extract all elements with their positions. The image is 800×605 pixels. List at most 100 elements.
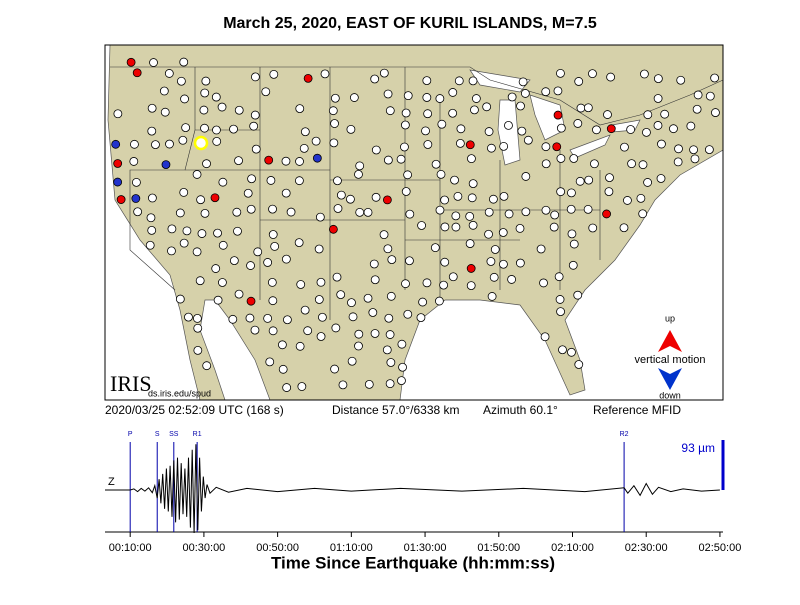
station xyxy=(676,75,686,85)
info-reference: Reference MFID xyxy=(593,403,681,417)
station xyxy=(266,176,276,185)
station xyxy=(553,110,563,120)
station xyxy=(202,159,211,169)
station xyxy=(202,361,212,371)
station xyxy=(397,376,406,386)
station xyxy=(311,136,321,146)
station xyxy=(400,142,409,152)
station xyxy=(421,126,430,136)
station xyxy=(263,313,273,323)
station xyxy=(320,69,330,79)
station xyxy=(583,103,593,113)
station xyxy=(383,155,393,165)
station xyxy=(567,188,576,198)
x-tick-label: 00:50:00 xyxy=(256,542,299,554)
station xyxy=(193,323,203,333)
station xyxy=(303,326,313,336)
station xyxy=(336,190,346,200)
station xyxy=(297,382,307,391)
station xyxy=(569,239,579,249)
station xyxy=(453,191,463,201)
station xyxy=(656,174,666,183)
station xyxy=(550,210,560,220)
station xyxy=(448,272,458,282)
station xyxy=(403,91,413,101)
station xyxy=(567,229,577,239)
station xyxy=(349,93,359,102)
station xyxy=(573,119,583,128)
station xyxy=(567,347,576,357)
station xyxy=(401,108,411,118)
station xyxy=(507,275,517,284)
station xyxy=(182,226,192,236)
x-tick-label: 02:10:00 xyxy=(551,542,594,554)
station xyxy=(471,94,481,103)
station xyxy=(299,143,309,153)
station xyxy=(440,195,449,205)
station xyxy=(282,383,292,392)
station xyxy=(516,101,525,111)
station xyxy=(499,191,509,201)
station xyxy=(383,244,393,254)
station xyxy=(129,157,139,166)
station xyxy=(489,272,499,282)
legend-label: vertical motion xyxy=(635,354,706,366)
station xyxy=(346,194,355,204)
station xyxy=(300,127,310,137)
station xyxy=(211,264,221,273)
station xyxy=(422,93,432,102)
station xyxy=(346,124,356,134)
station xyxy=(329,138,339,148)
station xyxy=(638,209,648,219)
station xyxy=(218,240,228,250)
station xyxy=(371,145,381,155)
station xyxy=(436,169,446,179)
station xyxy=(246,296,256,306)
station xyxy=(180,94,189,104)
station xyxy=(199,105,209,115)
station xyxy=(165,139,174,149)
station xyxy=(518,77,528,87)
station xyxy=(212,137,222,146)
station xyxy=(328,106,338,116)
x-tick-label: 01:10:00 xyxy=(330,542,373,554)
station xyxy=(167,246,176,256)
station xyxy=(482,102,492,112)
station xyxy=(468,76,478,86)
station xyxy=(405,209,415,219)
station xyxy=(673,157,683,167)
station xyxy=(249,121,259,131)
station xyxy=(330,119,339,128)
station xyxy=(167,224,177,234)
station xyxy=(417,221,426,230)
station xyxy=(556,307,565,317)
station xyxy=(385,379,395,389)
station xyxy=(623,196,632,205)
station xyxy=(584,175,594,185)
station xyxy=(467,193,477,203)
station xyxy=(197,229,207,238)
info-distance: Distance 57.0°/6338 km xyxy=(332,403,460,417)
station xyxy=(627,159,637,169)
title: March 25, 2020, EAST OF KURIL ISLANDS, M… xyxy=(223,15,597,32)
map: IRIS ds.iris.edu/spud up vertical motion… xyxy=(104,44,724,401)
station xyxy=(487,143,496,153)
station xyxy=(314,244,324,254)
station xyxy=(386,358,396,367)
station xyxy=(201,76,211,86)
station xyxy=(132,68,142,78)
station xyxy=(690,154,700,164)
station xyxy=(328,224,338,234)
station xyxy=(383,89,393,99)
station xyxy=(515,258,525,268)
phase-label: R1 xyxy=(193,431,202,438)
reference-station xyxy=(193,135,209,151)
station xyxy=(229,256,239,266)
station xyxy=(692,104,702,114)
station xyxy=(250,325,260,335)
phase-label: P xyxy=(128,431,133,438)
station xyxy=(246,261,255,270)
station xyxy=(229,124,238,134)
station xyxy=(234,289,244,299)
station xyxy=(116,195,126,204)
